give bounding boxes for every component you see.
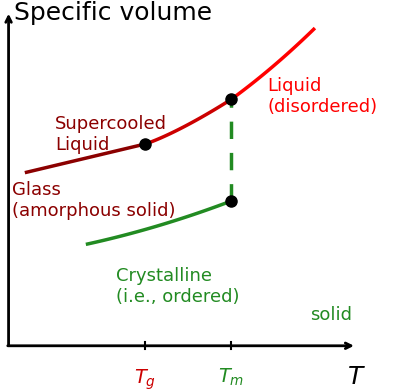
Text: $T$: $T$ — [347, 365, 366, 389]
Text: Supercooled
Liquid: Supercooled Liquid — [55, 115, 167, 154]
Text: $T_m$: $T_m$ — [218, 367, 244, 388]
Text: $T_g$: $T_g$ — [134, 367, 156, 391]
Text: Specific volume: Specific volume — [14, 2, 212, 25]
Text: Crystalline
(i.e., ordered): Crystalline (i.e., ordered) — [116, 267, 240, 306]
Text: Glass
(amorphous solid): Glass (amorphous solid) — [12, 181, 176, 220]
Text: solid: solid — [310, 306, 352, 324]
Text: Liquid
(disordered): Liquid (disordered) — [267, 77, 377, 116]
